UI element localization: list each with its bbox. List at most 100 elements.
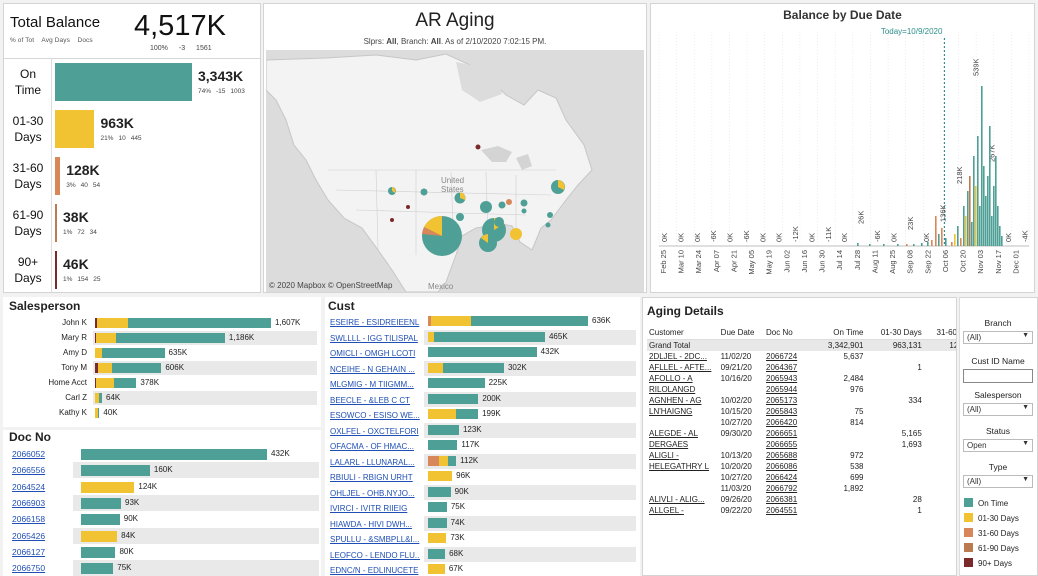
doc-no-cell[interactable]: 2064367: [766, 363, 798, 372]
cust-row[interactable]: OXLFEL - OXCTELFORI 123K: [328, 422, 638, 440]
cust-row[interactable]: NCEIHE - N GEHAIN ... 302K: [328, 360, 638, 378]
legend-item[interactable]: 90+ Days: [964, 558, 1012, 568]
cust-row[interactable]: OHLJEL - OHB.NYJO... 90K: [328, 484, 638, 502]
col-on-time[interactable]: On Time: [813, 326, 866, 340]
legend-item[interactable]: 31-60 Days: [964, 528, 1019, 538]
cust-id-link[interactable]: SWLLLL - IGG TILISPAL: [330, 333, 418, 343]
cust-row[interactable]: MLGMIG - M TIIGMM... 225K: [328, 376, 638, 393]
salesperson-row[interactable]: Mary R 1,186K: [9, 331, 319, 345]
status-filter-dropdown[interactable]: Open ▼: [963, 439, 1033, 452]
doc-row[interactable]: 2066750 75K: [9, 560, 319, 576]
due-bar[interactable]: [971, 222, 973, 246]
customer-cell[interactable]: ALLGEL -: [649, 506, 684, 515]
cust-row[interactable]: OMICLI - OMGH LCOTI 432K: [328, 345, 638, 362]
doc-id-link[interactable]: 2066158: [12, 514, 46, 525]
table-row[interactable]: ALEGDE - AL 09/30/20 2066651 5,165: [647, 428, 956, 439]
doc-row[interactable]: 2066903 93K: [9, 494, 319, 511]
table-row[interactable]: AFLLEL - AFTE... 09/21/20 2064367 1: [647, 362, 956, 373]
table-row[interactable]: 11/03/20 2066792 1,892: [647, 483, 956, 494]
table-row[interactable]: AGNHEN - AG 10/02/20 2065173 334: [647, 395, 956, 406]
doc-id-link[interactable]: 2066903: [12, 497, 46, 508]
due-bar[interactable]: [985, 196, 987, 246]
table-row[interactable]: AFOLLO - A 10/16/20 2065943 2,484: [647, 373, 956, 384]
cust-row[interactable]: HIAWDA - HIVI DWH... 74K: [328, 515, 638, 533]
salesperson-row[interactable]: John K 1,607K: [9, 316, 319, 330]
cust-id-link[interactable]: BEECLE - &LEB C CT: [330, 395, 411, 405]
doc-no-cell[interactable]: 2064551: [766, 506, 798, 515]
cust-id-link[interactable]: OHLJEL - OHB.NYJO...: [330, 488, 415, 498]
customer-cell[interactable]: AFOLLO - A: [649, 374, 693, 383]
legend-item[interactable]: 61-90 Days: [964, 543, 1019, 553]
due-bar[interactable]: [921, 243, 923, 246]
due-bar[interactable]: [869, 244, 871, 246]
due-bar[interactable]: [941, 228, 943, 246]
due-bar[interactable]: [935, 216, 937, 246]
cust-id-link[interactable]: NCEIHE - N GEHAIN ...: [330, 364, 415, 374]
customer-cell[interactable]: AGNHEN - AG: [649, 396, 702, 405]
due-bar[interactable]: [913, 244, 915, 246]
due-bar[interactable]: [951, 242, 953, 246]
customer-cell[interactable]: 2DLJEL - 2DC...: [649, 352, 707, 361]
doc-no-cell[interactable]: 2066724: [766, 352, 798, 361]
cust-id-link[interactable]: RBIULI - RBIGN URHT: [330, 473, 413, 482]
salesperson-row[interactable]: Home Acct 378K: [9, 376, 319, 390]
cust-id-link[interactable]: OFACMA - OF HMAC...: [330, 442, 415, 451]
cust-row[interactable]: EDNC/N - EDLINUCETE 67K: [328, 562, 638, 576]
salesperson-row[interactable]: Tony M 606K: [9, 361, 319, 375]
due-bar[interactable]: [993, 186, 995, 246]
customer-cell[interactable]: ALIVLI - ALIG...: [649, 495, 705, 504]
col-doc-no[interactable]: Doc No: [764, 326, 814, 340]
cust-id-link[interactable]: OXLFEL - OXCTELFORI: [330, 426, 419, 436]
table-row[interactable]: ALLGEL - 09/22/20 2064551 1: [647, 505, 956, 516]
table-row[interactable]: ALIVLI - ALIG... 09/26/20 2066381 28: [647, 494, 956, 505]
doc-no-cell[interactable]: 2065843: [766, 407, 798, 416]
branch-filter-dropdown[interactable]: (All) ▼: [963, 331, 1033, 344]
col-1-30-days[interactable]: 01-30 Days: [865, 326, 924, 340]
doc-id-link[interactable]: 2065426: [12, 530, 46, 541]
due-bar[interactable]: [938, 234, 940, 246]
table-row[interactable]: 10/27/20 2066420 814: [647, 417, 956, 428]
customer-cell[interactable]: LN'HAIGNG: [649, 407, 693, 416]
doc-no-cell[interactable]: 2066792: [766, 484, 798, 493]
cust-row[interactable]: BEECLE - &LEB C CT 200K: [328, 391, 638, 409]
due-bar[interactable]: [931, 240, 933, 246]
doc-no-cell[interactable]: 2066420: [766, 418, 798, 427]
due-bar[interactable]: [965, 216, 967, 246]
aging-bucket-row[interactable]: 01-30 Days 963K 21% 10 445: [4, 106, 260, 152]
cust-id-filter-input[interactable]: [963, 369, 1033, 383]
cust-id-link[interactable]: ESOWCO - ESISO WE...: [330, 411, 420, 420]
customer-cell[interactable]: [647, 417, 719, 428]
table-row[interactable]: ALIGLI - 10/13/20 2065688 972: [647, 450, 956, 461]
cust-row[interactable]: ESEIRE - ESIDREIEENL 636K: [328, 314, 638, 331]
table-row[interactable]: RILOLANGD 2065944 976: [647, 384, 956, 395]
table-row[interactable]: LN'HAIGNG 10/15/20 2065843 75: [647, 406, 956, 417]
map-canvas[interactable]: United States Mexico © 2020 Mapbox © Ope…: [266, 50, 644, 292]
doc-row[interactable]: 2065426 84K: [9, 527, 319, 544]
aging-bucket-row[interactable]: On Time 3,343K 74% -15 1003: [4, 59, 260, 105]
cust-row[interactable]: SWLLLL - IGG TILISPAL 465K: [328, 329, 638, 347]
cust-id-link[interactable]: HIAWDA - HIVI DWH...: [330, 519, 412, 529]
due-bar[interactable]: [883, 244, 885, 246]
doc-no-cell[interactable]: 2066651: [766, 429, 798, 438]
due-bar[interactable]: [967, 191, 969, 246]
legend-item[interactable]: On Time: [964, 498, 1008, 508]
legend-item[interactable]: 01-30 Days: [964, 513, 1019, 523]
due-bar[interactable]: [975, 186, 977, 246]
customer-cell[interactable]: ALEGDE - AL: [649, 429, 698, 438]
table-row[interactable]: DERGAES 2066655 1,693: [647, 439, 956, 450]
doc-row[interactable]: 2066052 432K: [9, 446, 319, 462]
cust-id-link[interactable]: LALARL - LLUNARAL...: [330, 457, 415, 467]
due-bar[interactable]: [973, 156, 975, 246]
due-bar[interactable]: [927, 242, 929, 246]
table-row[interactable]: 2DLJEL - 2DC... 11/02/20 2066724 5,637: [647, 351, 956, 362]
doc-id-link[interactable]: 2066556: [12, 465, 46, 476]
due-bar[interactable]: [857, 243, 859, 246]
cust-id-link[interactable]: SPULLU - &SMBPLL&I...: [330, 535, 420, 544]
customer-cell[interactable]: ALIGLI -: [649, 451, 679, 460]
cust-id-link[interactable]: LEOFCO - LENDO FLU...: [330, 550, 420, 560]
salesperson-row[interactable]: Amy D 635K: [9, 346, 319, 360]
due-bar[interactable]: [969, 176, 971, 246]
due-bar[interactable]: [977, 136, 979, 246]
due-bar[interactable]: [983, 166, 985, 246]
